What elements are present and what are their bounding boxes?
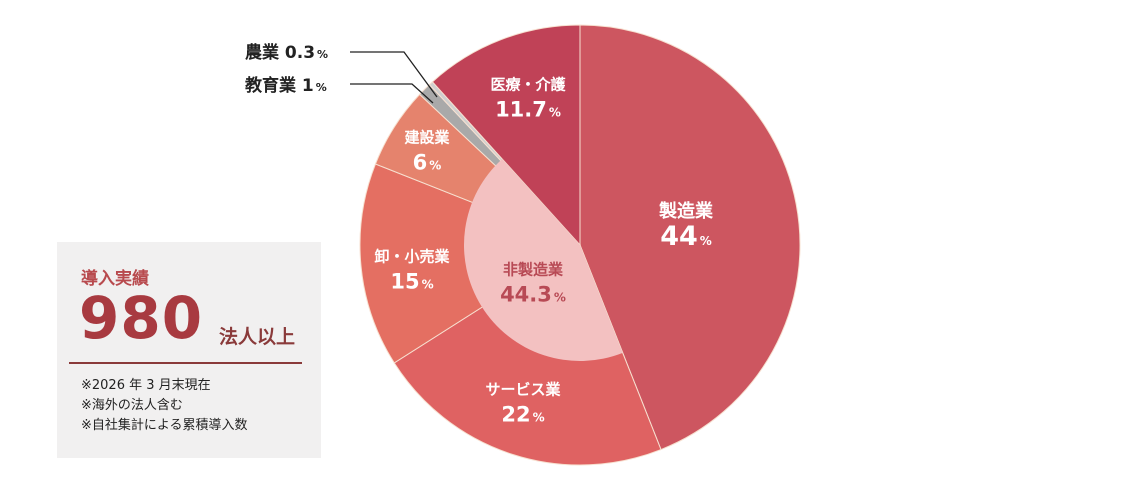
slice-value: 15% (390, 269, 434, 294)
slice-value: 44.3% (500, 282, 566, 307)
slice-name: 非製造業 (502, 260, 564, 279)
callout-line (350, 83, 434, 104)
note: ※自社集計による累積導入数 (81, 418, 248, 433)
summary-notes: ※2026 年 3 月末現在 ※海外の法人含む ※自社集計による累積導入数 (81, 376, 248, 436)
slice-name: 製造業 (659, 201, 713, 222)
divider (69, 362, 302, 364)
slice-label: 非製造業 44.3% (500, 259, 566, 312)
slice-name: サービス業 (485, 380, 561, 399)
note: ※2026 年 3 月末現在 (81, 378, 211, 393)
callout-label: 教育業 1% (245, 76, 327, 96)
pie-slice (579, 24, 801, 451)
slice-label: 卸・小売業 15% (374, 246, 449, 299)
slice-label: 医療・介護 11.7% (490, 74, 565, 127)
inner-slice (463, 158, 623, 361)
summary-unit: 法人以上 (219, 326, 296, 348)
slice-name: 医療・介護 (490, 75, 566, 94)
slice-value: 11.7% (495, 97, 561, 122)
slice-value: 22% (501, 402, 545, 427)
summary-number: 980 (79, 284, 204, 352)
slice-value: 44% (660, 221, 712, 252)
slice-value: 6% (412, 150, 442, 175)
callout-label: 農業 0.3% (245, 43, 329, 63)
pie-slice (431, 24, 581, 247)
slice-label: 製造業 44% (659, 201, 713, 255)
note: ※海外の法人含む (81, 398, 183, 413)
slice-name: 建設業 (404, 128, 450, 147)
callout-line (350, 51, 438, 98)
slice-label: 建設業 6% (404, 127, 449, 180)
summary-title: 導入実績 (81, 269, 149, 289)
slice-label: サービス業 22% (485, 379, 560, 432)
slice-name: 卸・小売業 (374, 247, 450, 266)
summary-box: 導入実績 980 法人以上 ※2026 年 3 月末現在 ※海外の法人含む ※自… (57, 242, 321, 458)
